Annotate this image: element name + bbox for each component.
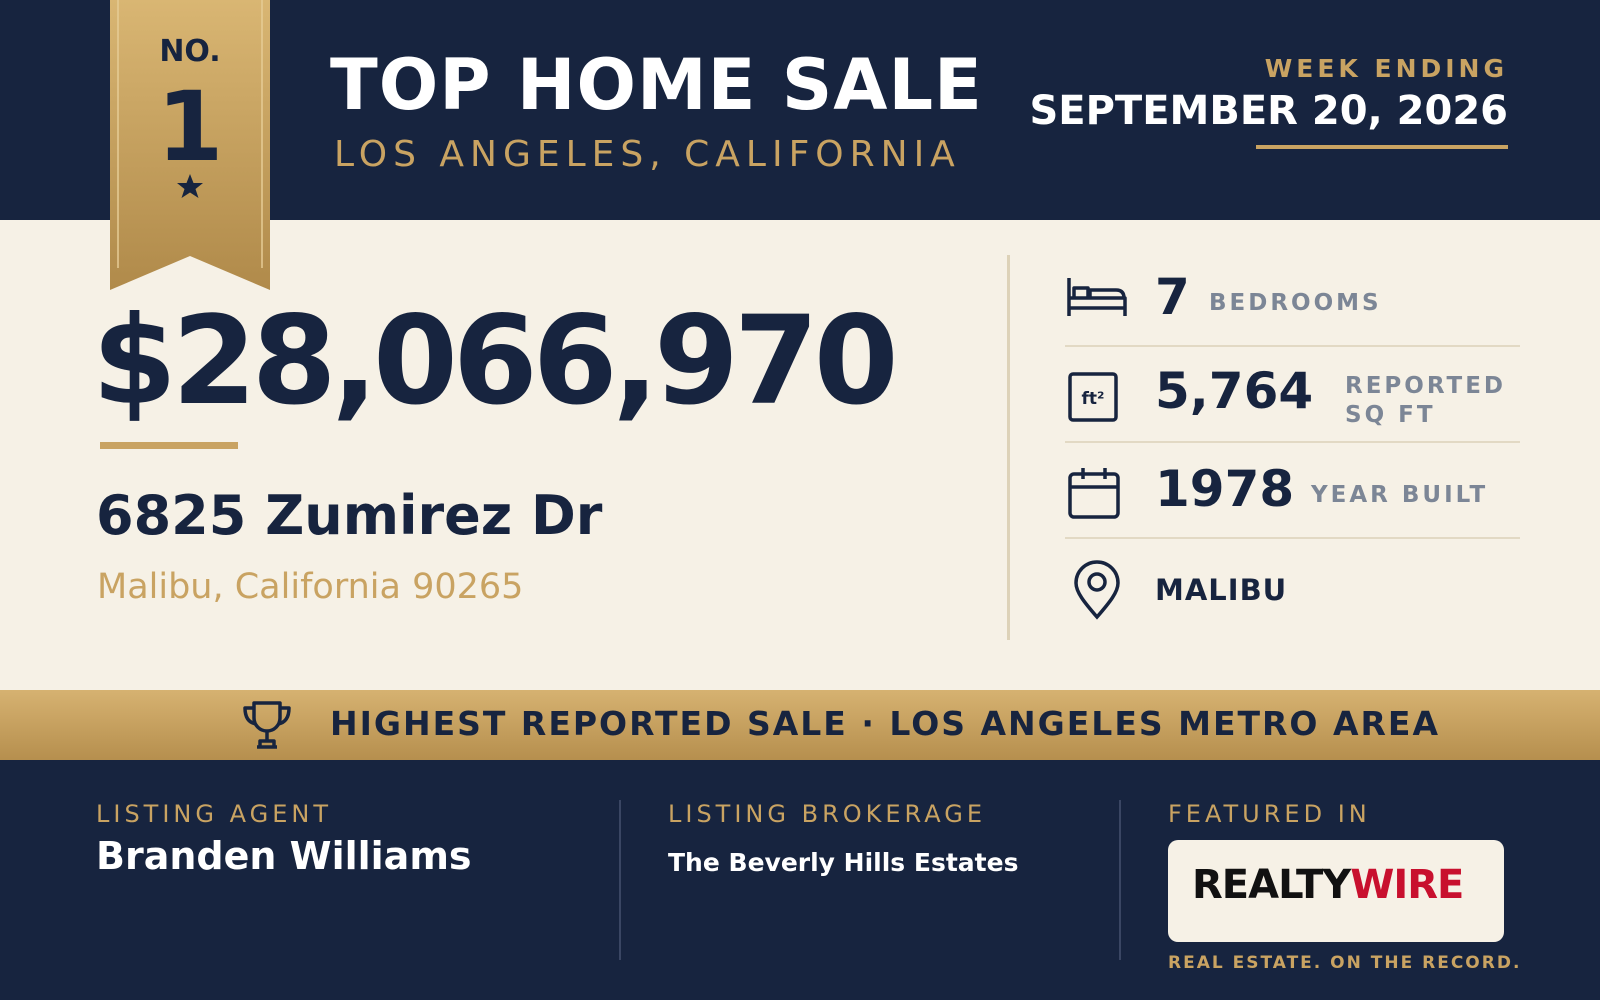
calendar-icon (1068, 468, 1120, 519)
brokerage-label: LISTING BROKERAGE (668, 800, 986, 828)
stat-value: 5,764 (1155, 362, 1314, 420)
location-icon (1074, 560, 1120, 620)
logo-part: REALTY (1192, 862, 1351, 908)
separator (1065, 537, 1520, 539)
brokerage: The Beverly Hills Estates (668, 848, 1019, 877)
stat-value: 1978 (1155, 460, 1295, 518)
underline (1256, 145, 1508, 149)
logo: REALTYWIRE (1168, 840, 1504, 942)
stat-label: BEDROOMS (1209, 290, 1382, 316)
address: 6825 Zumirez Dr (96, 484, 603, 547)
featured-label: FEATURED IN (1168, 800, 1371, 828)
title: TOP HOME SALE (330, 44, 983, 126)
week-label: WEEK ENDING (1264, 54, 1508, 83)
logo-part: WIRE (1350, 862, 1464, 908)
sqft-icon: ft² (1068, 372, 1118, 422)
ribbon: NO. 1 (110, 0, 270, 290)
icon-text: ft² (1082, 389, 1105, 409)
separator (1065, 345, 1520, 347)
separator (1065, 441, 1520, 443)
trophy-icon (243, 701, 291, 749)
rank: 1 (157, 71, 224, 183)
divider (1007, 255, 1010, 640)
divider (1119, 800, 1121, 960)
city: Malibu, California 90265 (97, 567, 524, 607)
stat-label: YEAR BUILT (1311, 482, 1489, 508)
agent: Branden Williams (96, 834, 472, 878)
agent-label: LISTING AGENT (96, 800, 332, 828)
bed-icon (1067, 278, 1127, 316)
content-band (0, 220, 1600, 690)
stat-value: 7 (1155, 268, 1190, 326)
rank-label: NO. (159, 34, 220, 69)
tagline: REAL ESTATE. ON THE RECORD. (1168, 953, 1522, 973)
stat-value: MALIBU (1155, 573, 1288, 607)
underline (100, 442, 238, 449)
week-date: SEPTEMBER 20, 2026 (1029, 88, 1508, 134)
stat-label: REPORTED SQ FT (1345, 373, 1507, 428)
logo-text: REALTYWIRE (1192, 862, 1464, 908)
banner: HIGHEST REPORTED SALE · LOS ANGELES METR… (330, 704, 1441, 743)
divider (619, 800, 621, 960)
subtitle: LOS ANGELES, CALIFORNIA (334, 134, 961, 175)
price: $28,066,970 (92, 290, 899, 432)
